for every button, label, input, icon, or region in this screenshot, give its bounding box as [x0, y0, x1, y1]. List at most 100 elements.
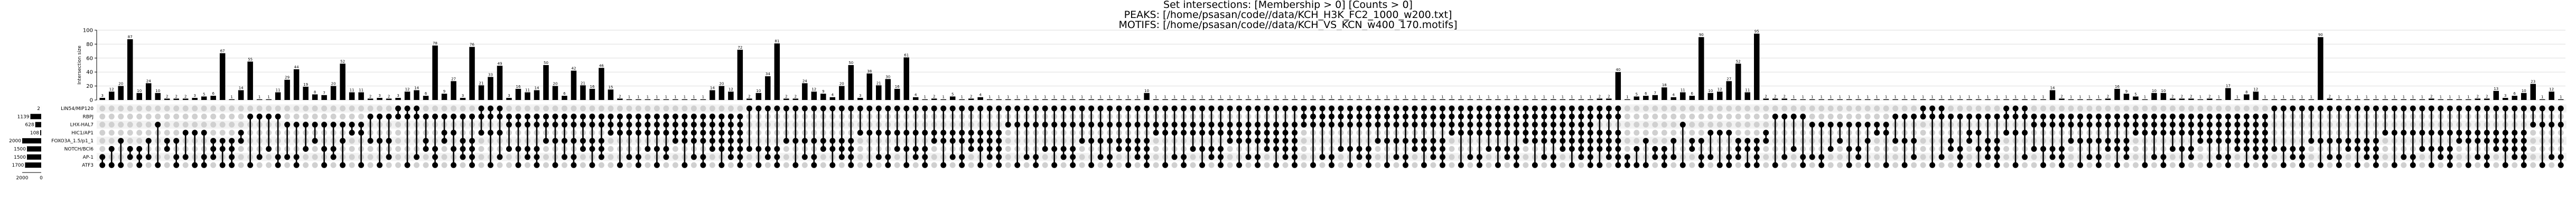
- intersection-bar: [802, 83, 808, 100]
- intersection-bar: [2142, 99, 2148, 100]
- intersection-bar: [395, 98, 401, 100]
- bar-value-label: 1: [1441, 95, 1443, 99]
- intersection-bar: [164, 98, 170, 100]
- matrix-dot-filled: [1042, 122, 1048, 128]
- intersection-bar: [1855, 99, 1861, 100]
- matrix-dot-filled: [210, 138, 217, 144]
- matrix-dot-filled: [219, 138, 226, 144]
- matrix-dot-empty: [2327, 162, 2333, 168]
- matrix-dot-filled: [1846, 146, 1852, 152]
- bar-value-label: 12: [729, 87, 733, 92]
- bar-value-label: 12: [2549, 87, 2554, 92]
- intersection-bar: [2327, 98, 2333, 100]
- intersection-bar: [1726, 81, 1732, 100]
- matrix-dot-empty: [247, 105, 254, 112]
- matrix-dot-empty: [1301, 138, 1307, 144]
- matrix-dot-filled: [2327, 154, 2333, 160]
- intersection-bar: [663, 99, 669, 100]
- matrix-dot-filled: [792, 105, 799, 112]
- intersection-bar: [866, 73, 873, 100]
- intersection-bar: [2207, 98, 2213, 100]
- matrix-dot-filled: [2317, 162, 2323, 168]
- matrix-dot-filled: [1273, 105, 1280, 112]
- matrix-dot-filled: [2373, 138, 2379, 144]
- matrix-dot-filled: [358, 122, 365, 128]
- matrix-dot-empty: [1689, 154, 1695, 160]
- matrix-dot-empty: [1892, 154, 1899, 160]
- matrix-dot-filled: [2512, 105, 2518, 112]
- set-size-tick-label: 2000: [16, 176, 29, 181]
- matrix-dot-filled: [1125, 105, 1132, 112]
- matrix-dot-filled: [968, 105, 974, 112]
- matrix-dot-filled: [534, 162, 540, 168]
- matrix-dot-filled: [247, 162, 254, 168]
- matrix-dot-filled: [746, 105, 752, 112]
- matrix-dot-filled: [571, 162, 577, 168]
- matrix-dot-filled: [1292, 105, 1298, 112]
- matrix-dot-filled: [774, 146, 780, 152]
- bar-value-label: 1: [1293, 95, 1295, 99]
- matrix-dot-filled: [1292, 154, 1298, 160]
- intersection-bar: [358, 92, 364, 100]
- matrix-dot-filled: [2391, 130, 2397, 136]
- bar-value-label: 90: [2318, 33, 2323, 37]
- matrix-dot-filled: [608, 130, 614, 136]
- matrix-dot-empty: [931, 146, 937, 152]
- intersection-bar: [626, 99, 632, 100]
- matrix-dot-filled: [1060, 122, 1067, 128]
- bar-value-label: 1: [2458, 95, 2460, 99]
- matrix-dot-filled: [1051, 162, 1058, 168]
- matrix-dot-filled: [1864, 122, 1871, 128]
- matrix-dot-filled: [709, 130, 715, 136]
- matrix-dot-filled: [497, 154, 503, 160]
- matrix-dot-filled: [1707, 130, 1714, 136]
- matrix-dot-empty: [145, 122, 152, 128]
- matrix-dot-empty: [118, 130, 124, 136]
- matrix-dot-empty: [293, 105, 300, 112]
- matrix-dot-empty: [2382, 162, 2388, 168]
- intersection-bar: [1366, 99, 1371, 100]
- matrix-dot-filled: [1402, 105, 1408, 112]
- matrix-dot-empty: [1634, 138, 1640, 144]
- matrix-dot-empty: [266, 105, 272, 112]
- matrix-dot-filled: [1181, 105, 1187, 112]
- matrix-dot-filled: [293, 122, 300, 128]
- matrix-dot-empty: [367, 105, 374, 112]
- matrix-dot-empty: [321, 113, 328, 120]
- set-name-label: FOXO3A_1.5/p1_1: [51, 139, 94, 144]
- matrix-dot-filled: [2493, 146, 2499, 152]
- matrix-dot-empty: [1449, 162, 1455, 168]
- matrix-dot-empty: [1005, 138, 1011, 144]
- bar-value-label: 21: [581, 81, 585, 85]
- matrix-dot-empty: [219, 105, 226, 112]
- bar-value-label: 1: [997, 95, 1000, 99]
- intersection-bar: [1680, 92, 1686, 100]
- matrix-dot-filled: [1578, 130, 1584, 136]
- matrix-dot-filled: [1985, 138, 1991, 144]
- matrix-dot-empty: [1661, 122, 1667, 128]
- matrix-dot-filled: [321, 146, 328, 152]
- bar-value-label: 2: [1608, 94, 1610, 98]
- matrix-dot-filled: [2049, 122, 2056, 128]
- bar-value-label: 1: [1488, 95, 1490, 99]
- matrix-dot-empty: [857, 138, 863, 144]
- matrix-dot-filled: [2253, 113, 2259, 120]
- bar-value-label: 15: [608, 85, 613, 89]
- matrix-dot-filled: [1338, 113, 1344, 120]
- intersection-bar: [2512, 96, 2518, 100]
- matrix-dot-filled: [635, 122, 641, 128]
- matrix-dot-filled: [2373, 146, 2379, 152]
- matrix-dot-filled: [2530, 105, 2536, 112]
- matrix-dot-filled: [1199, 122, 1206, 128]
- matrix-dot-filled: [1689, 138, 1695, 144]
- set-name-label: LIN54/MIP120: [61, 106, 94, 112]
- matrix-dot-filled: [1356, 146, 1362, 152]
- matrix-dot-empty: [182, 105, 189, 112]
- matrix-dot-empty: [349, 162, 355, 168]
- bar-value-label: 1: [2449, 95, 2451, 99]
- matrix-dot-empty: [1790, 162, 1797, 168]
- intersection-bar: [876, 85, 882, 100]
- matrix-dot-empty: [857, 162, 863, 168]
- intersection-bar: [1023, 99, 1030, 100]
- matrix-dot-filled: [737, 154, 743, 160]
